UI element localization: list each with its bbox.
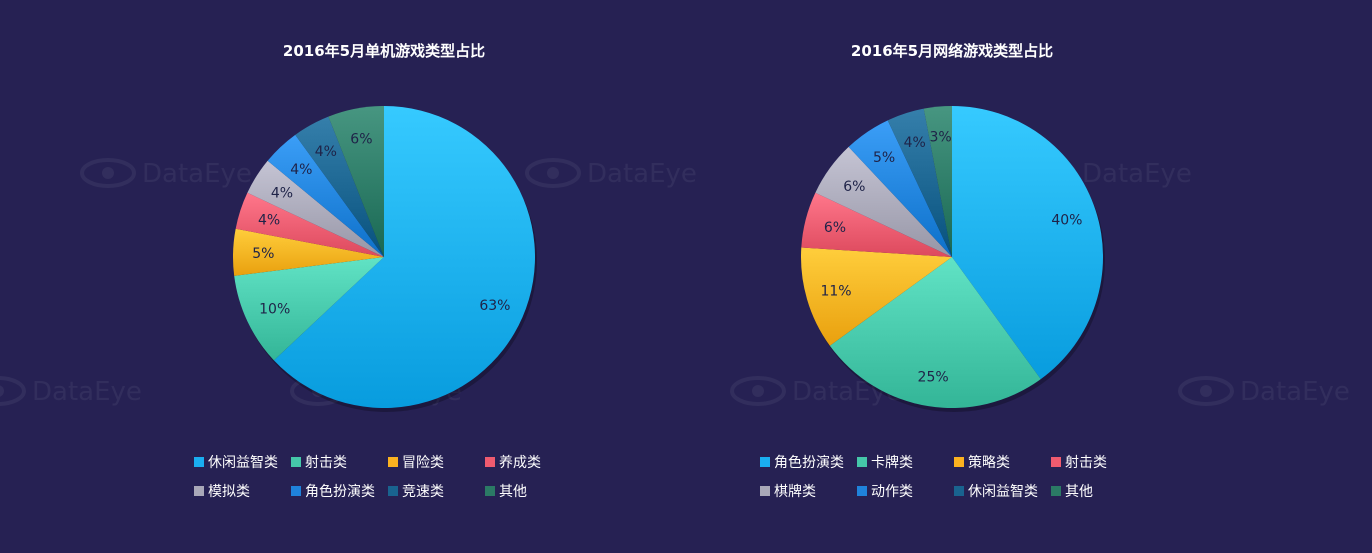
pie-slice xyxy=(815,146,952,257)
legend-swatch xyxy=(291,457,301,467)
legend-swatch xyxy=(1051,457,1061,467)
legend-label: 休闲益智类 xyxy=(968,484,1038,500)
legend-swatch xyxy=(194,486,204,496)
legend-label: 射击类 xyxy=(1065,455,1107,471)
legend-item[interactable]: 射击类 xyxy=(1051,452,1148,472)
legend-swatch xyxy=(954,486,964,496)
pie-slice xyxy=(235,192,384,257)
legend-swatch xyxy=(485,486,495,496)
svg-text:DataEye: DataEye xyxy=(142,159,252,189)
legend-swatch xyxy=(760,457,770,467)
legend-label: 养成类 xyxy=(499,455,541,471)
legend-single-player: 休闲益智类 射击类 冒险类 养成类模拟类 角色扮演类 竞速类 其他 xyxy=(194,452,594,501)
pie-chart-single-player: 63%10%5%4%4%4%4%6% xyxy=(232,106,537,412)
pie-slice xyxy=(829,257,1041,409)
legend-item[interactable]: 动作类 xyxy=(857,481,954,501)
watermark: DataEye xyxy=(80,158,252,189)
legend-label: 冒险类 xyxy=(402,455,444,471)
legend-item[interactable]: 角色扮演类 xyxy=(291,481,388,501)
legend-swatch xyxy=(388,457,398,467)
slice-value-label: 40% xyxy=(1051,213,1082,229)
svg-text:DataEye: DataEye xyxy=(1082,159,1192,189)
legend-label: 射击类 xyxy=(305,455,347,471)
pie-chart-online: 40% 25% 11% 6% 6% 5% 4% 3% xyxy=(801,105,1105,412)
svg-text:DataEye: DataEye xyxy=(1240,377,1350,407)
legend-swatch xyxy=(954,457,964,467)
slice-value-label: 6% xyxy=(350,131,372,147)
slice-value-label: 11% xyxy=(820,284,851,300)
svg-text:DataEye: DataEye xyxy=(32,377,142,407)
slice-value-label: 10% xyxy=(259,301,290,317)
legend-item[interactable]: 策略类 xyxy=(954,452,1051,472)
slice-value-label: 4% xyxy=(290,162,312,178)
slice-value-label: 4% xyxy=(904,135,926,151)
slice-value-label: 5% xyxy=(252,246,274,262)
pie-slice xyxy=(247,160,384,257)
watermark: DataEye xyxy=(0,376,142,407)
slice-value-label: 6% xyxy=(824,220,846,236)
watermark: DataEye xyxy=(1178,376,1350,407)
legend-online: 角色扮演类 卡牌类 策略类 射击类棋牌类 动作类 休闲益智类 其他 xyxy=(760,452,1160,501)
pie-slice xyxy=(232,228,384,276)
legend-swatch xyxy=(857,457,867,467)
chart-title-single-player: 2016年5月单机游戏类型占比 xyxy=(282,42,486,60)
svg-text:DataEye: DataEye xyxy=(587,159,697,189)
legend-label: 卡牌类 xyxy=(871,455,913,471)
legend-label: 策略类 xyxy=(968,455,1010,471)
pie-slice xyxy=(952,106,1104,380)
legend-label: 模拟类 xyxy=(208,484,250,500)
legend-item[interactable]: 休闲益智类 xyxy=(954,481,1051,501)
pie-slice xyxy=(295,116,384,257)
pie-slice xyxy=(234,257,384,361)
slice-value-label: 4% xyxy=(271,185,293,201)
legend-item[interactable]: 射击类 xyxy=(291,452,388,472)
legend-item[interactable]: 冒险类 xyxy=(388,452,485,472)
legend-label: 动作类 xyxy=(871,484,913,500)
watermark: DataEye xyxy=(525,158,697,189)
pie-slice xyxy=(273,106,536,408)
pie-slice xyxy=(267,134,384,257)
legend-swatch xyxy=(760,486,770,496)
slice-value-label: 4% xyxy=(258,213,280,229)
legend-label: 角色扮演类 xyxy=(305,484,375,500)
pie-slice xyxy=(887,108,952,257)
slice-value-label: 6% xyxy=(843,179,865,195)
legend-swatch xyxy=(194,457,204,467)
legend-item[interactable]: 其他 xyxy=(1051,481,1148,501)
pie-slice xyxy=(801,192,952,257)
legend-swatch xyxy=(485,457,495,467)
pie-slice xyxy=(848,120,952,258)
slice-value-label: 25% xyxy=(918,369,949,385)
legend-item[interactable]: 模拟类 xyxy=(194,481,291,501)
legend-swatch xyxy=(857,486,867,496)
slice-value-label: 4% xyxy=(315,144,337,160)
legend-item[interactable]: 休闲益智类 xyxy=(194,452,291,472)
legend-item[interactable]: 卡牌类 xyxy=(857,452,954,472)
legend-label: 其他 xyxy=(1065,484,1093,500)
chart-title-online: 2016年5月网络游戏类型占比 xyxy=(850,42,1054,60)
legend-swatch xyxy=(388,486,398,496)
legend-label: 竞速类 xyxy=(402,484,444,500)
legend-swatch xyxy=(1051,486,1061,496)
legend-label: 棋牌类 xyxy=(774,484,816,500)
pie-slice xyxy=(328,106,384,257)
legend-item[interactable]: 角色扮演类 xyxy=(760,452,857,472)
pie-slice xyxy=(923,105,952,257)
legend-item[interactable]: 竞速类 xyxy=(388,481,485,501)
legend-swatch xyxy=(291,486,301,496)
slice-value-label: 3% xyxy=(929,130,951,146)
slice-value-label: 5% xyxy=(873,150,895,166)
pie-slice xyxy=(801,247,952,346)
legend-label: 其他 xyxy=(499,484,527,500)
legend-label: 角色扮演类 xyxy=(774,455,844,471)
legend-item[interactable]: 其他 xyxy=(485,481,582,501)
legend-item[interactable]: 棋牌类 xyxy=(760,481,857,501)
slice-value-label: 63% xyxy=(479,298,510,314)
legend-label: 休闲益智类 xyxy=(208,455,278,471)
legend-item[interactable]: 养成类 xyxy=(485,452,582,472)
